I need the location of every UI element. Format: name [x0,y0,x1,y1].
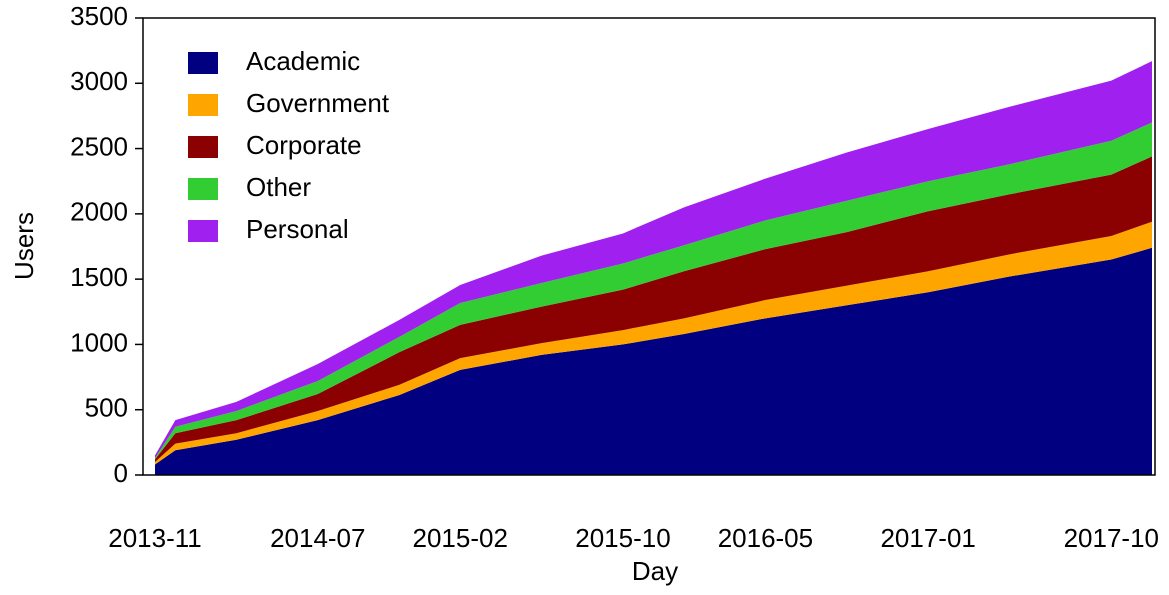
area [155,247,1152,475]
x-tick-label: 2015-02 [412,523,507,553]
x-axis-label: Day [632,556,678,586]
legend-swatch [188,52,218,74]
legend-swatch [188,178,218,200]
y-tick-label: 0 [114,458,128,488]
y-tick-label: 3500 [70,1,128,31]
x-tick-label: 2017-10 [1064,523,1159,553]
area [155,156,1152,462]
y-tick-label: 1000 [70,327,128,357]
x-tick-label: 2014-07 [270,523,365,553]
area [155,61,1152,459]
area [155,221,1152,465]
legend-swatch [188,94,218,116]
area [155,122,1152,460]
legend-swatch [188,220,218,242]
legend-label: Government [246,88,390,118]
legend-label: Corporate [246,130,362,160]
y-tick-label: 3000 [70,66,128,96]
y-tick-label: 1500 [70,262,128,292]
legend-label: Academic [246,46,360,76]
y-axis-label: Users [9,212,39,280]
y-tick-label: 500 [85,393,128,423]
x-tick-label: 2013-11 [108,523,202,553]
legend-label: Personal [246,214,349,244]
x-tick-label: 2016-05 [718,523,813,553]
legend-label: Other [246,172,311,202]
x-tick-label: 2015-10 [575,523,670,553]
legend-swatch [188,136,218,158]
y-tick-label: 2000 [70,197,128,227]
y-tick-label: 2500 [70,131,128,161]
plot-frame [142,17,1156,476]
x-tick-label: 2017-01 [880,523,975,553]
